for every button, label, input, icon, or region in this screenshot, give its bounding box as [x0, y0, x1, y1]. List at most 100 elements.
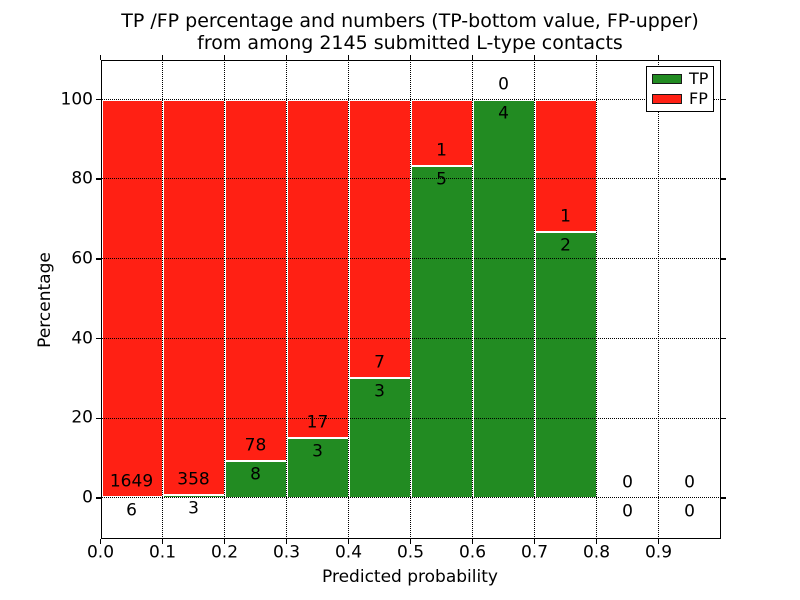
vertical-gridline	[533, 61, 535, 537]
tp-count-label: 3	[188, 498, 199, 519]
tp-count-label: 2	[560, 235, 571, 256]
tick-mark	[95, 337, 101, 340]
x-tick-label: 0.6	[458, 542, 487, 563]
tick-mark	[595, 55, 598, 60]
legend-item-tp: TP	[647, 69, 713, 89]
x-tick-label: 0.5	[396, 542, 425, 563]
vertical-gridline	[161, 61, 163, 537]
tick-mark	[99, 55, 102, 60]
vertical-gridline	[409, 61, 411, 537]
y-tick-label: 40	[71, 328, 93, 349]
tick-mark	[720, 497, 726, 499]
tp-bar-segment	[410, 165, 473, 498]
chart-title-line2: from among 2145 submitted L-type contact…	[197, 32, 623, 54]
tp-count-label: 0	[684, 501, 695, 522]
tick-mark	[347, 538, 350, 544]
tick-mark	[347, 55, 350, 60]
tick-mark	[95, 98, 101, 101]
x-tick-label: 0.8	[582, 542, 611, 563]
tick-mark	[720, 98, 726, 101]
x-tick-label: 0.7	[520, 542, 549, 563]
fp-bar-segment	[102, 99, 163, 497]
tick-mark	[95, 258, 101, 260]
tp-bar-segment	[534, 232, 597, 498]
fp-bar-segment	[162, 99, 225, 495]
tick-mark	[95, 417, 101, 420]
tp-bar-segment	[224, 460, 287, 498]
x-tick-label: 0.1	[148, 542, 177, 563]
chart-title-line1: TP /FP percentage and numbers (TP-bottom…	[121, 10, 699, 32]
tick-mark	[99, 538, 102, 544]
x-tick-label: 0.4	[334, 542, 363, 563]
tp-count-label: 5	[436, 169, 447, 190]
y-tick-label: 0	[82, 487, 93, 508]
tp-legend-swatch	[652, 74, 682, 84]
tick-mark	[161, 55, 164, 60]
x-tick-label: 0.0	[86, 542, 115, 563]
x-tick-label: 0.9	[644, 542, 673, 563]
tick-mark	[409, 55, 412, 60]
fp-bar-segment	[224, 99, 287, 461]
y-axis-label: Percentage	[35, 252, 55, 348]
vertical-gridline	[657, 61, 659, 537]
fp-count-label: 7	[374, 352, 385, 373]
tick-mark	[595, 538, 598, 544]
x-tick-label: 0.2	[210, 542, 239, 563]
tick-mark	[161, 538, 164, 544]
legend-item-fp: FP	[647, 89, 713, 109]
legend: TP FP	[646, 66, 714, 112]
x-axis-label: Predicted probability	[322, 567, 498, 587]
fp-count-label: 358	[177, 469, 210, 490]
tick-mark	[657, 55, 660, 60]
fp-bar-segment	[534, 99, 597, 233]
fp-bar-segment	[286, 99, 349, 439]
fp-bar-segment	[348, 99, 411, 379]
tick-mark	[720, 258, 726, 260]
fp-count-label: 78	[244, 435, 267, 456]
tick-mark	[720, 337, 726, 340]
tick-mark	[95, 497, 101, 499]
chart-title: TP /FP percentage and numbers (TP-bottom…	[100, 10, 720, 54]
tick-mark	[471, 55, 474, 60]
tick-mark	[533, 538, 536, 544]
tp-count-label: 3	[374, 381, 385, 402]
fp-count-label: 1	[560, 206, 571, 227]
fp-count-label: 1	[436, 140, 447, 161]
plot-area	[102, 61, 719, 537]
tp-bar-segment	[348, 378, 411, 498]
vertical-gridline	[347, 61, 349, 537]
fp-bar-segment	[410, 99, 473, 166]
tp-count-label: 6	[126, 500, 137, 521]
fp-legend-swatch	[652, 94, 682, 104]
vertical-gridline	[471, 61, 473, 537]
y-tick-label: 80	[71, 168, 93, 189]
tick-mark	[409, 538, 412, 544]
fp-count-label: 17	[306, 412, 329, 433]
tick-mark	[95, 178, 101, 180]
tick-mark	[657, 538, 660, 544]
fp-count-label: 1649	[109, 471, 154, 492]
vertical-gridline	[595, 61, 597, 537]
fp-count-label: 0	[684, 472, 695, 493]
y-tick-label: 20	[71, 407, 93, 428]
tick-mark	[471, 538, 474, 544]
tick-mark	[223, 55, 226, 60]
tick-mark	[223, 538, 226, 544]
tick-mark	[720, 417, 726, 420]
tp-legend-label: TP	[689, 69, 709, 88]
tick-mark	[533, 55, 536, 60]
y-tick-label: 100	[60, 89, 93, 109]
fp-legend-label: FP	[689, 89, 708, 108]
fp-count-label: 0	[622, 472, 633, 493]
x-tick-label: 0.3	[272, 542, 301, 563]
tp-count-label: 3	[312, 441, 323, 462]
tp-count-label: 8	[250, 464, 261, 485]
fp-count-label: 0	[498, 74, 509, 94]
tp-count-label: 0	[622, 501, 633, 522]
tp-count-label: 4	[498, 103, 509, 123]
tick-mark	[285, 55, 288, 60]
tick-mark	[285, 538, 288, 544]
tp-bar-segment	[472, 99, 535, 498]
y-tick-label: 60	[71, 248, 93, 269]
